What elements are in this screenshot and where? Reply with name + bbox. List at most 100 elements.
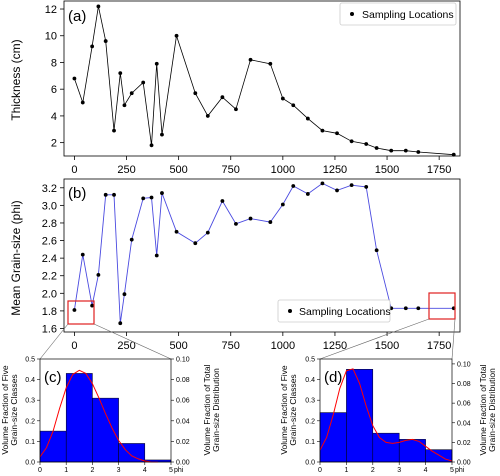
panel-a-legend-marker [350, 12, 354, 16]
data-point [280, 96, 285, 101]
data-point [193, 91, 198, 96]
data-point [141, 80, 146, 85]
x-tick-label: 0 [318, 467, 322, 474]
y-tick-label: 2.0 [42, 288, 57, 300]
panel-c-xticks: 0 1 2 3 4 5 [38, 462, 173, 474]
panel-c-ylabel-right-line1: Volume Fraction of Total [202, 364, 212, 455]
data-point [416, 306, 421, 311]
y-tick-label-right: 0.10 [457, 361, 471, 368]
data-point [205, 230, 210, 235]
y-tick-label: 0.2 [25, 418, 35, 425]
data-point [112, 192, 116, 197]
data-point [174, 229, 179, 234]
panel-b-label: (b) [68, 185, 86, 202]
panel-c-ylabel-right-line2: Grain-size Distribution [211, 368, 221, 452]
panel-d-ylabel-line1: Volume Fraction of Five [279, 365, 289, 455]
data-point [403, 306, 408, 311]
data-point [205, 114, 210, 118]
x-tick-label: 1500 [375, 340, 399, 352]
panel-b-highlight-last-sample [428, 292, 456, 320]
data-point [149, 195, 154, 200]
panel-b-frame [63, 178, 461, 333]
data-point [416, 150, 421, 154]
panel-b-grain-size: (b) Mean Grain-size (phi) 1.6 1.8 2.0 2.2 2.… [9, 178, 461, 360]
x-tick-label: 250 [117, 164, 135, 176]
panel-d-xticks: 0 1 2 3 4 5 [318, 462, 454, 474]
y-tick-label: 0.4 [305, 377, 315, 384]
data-point [291, 184, 296, 188]
data-point [234, 221, 238, 226]
panel-b-legend: Sampling Locations [277, 299, 391, 323]
panel-d-yticks-left: 0.0 0.1 0.2 0.3 0.4 0.5 [305, 357, 320, 467]
data-point [80, 100, 85, 105]
panel-d-ylabel-right-line1: Volume Fraction of Total [478, 364, 488, 455]
data-point [149, 143, 154, 148]
y-tick-label: 3.2 [42, 183, 57, 195]
y-tick-label: 0.0 [25, 460, 35, 467]
data-point [72, 308, 77, 312]
x-tick-label: 0 [38, 467, 42, 474]
y-tick-label-right: 0.04 [176, 418, 190, 425]
x-tick-label: 250 [117, 340, 135, 352]
panel-a-legend-text: Sampling Locations [362, 9, 454, 21]
x-tick-label: 2 [371, 467, 375, 474]
data-point [129, 237, 134, 242]
y-tick-label-right: 0.00 [176, 460, 190, 467]
data-point [374, 248, 379, 253]
data-point [118, 321, 123, 326]
data-point [174, 33, 179, 38]
data-point [96, 4, 101, 9]
x-tick-label: 1000 [271, 164, 295, 176]
panel-c-yticks-right: 0.00 0.02 0.04 0.06 0.08 0.10 [171, 357, 190, 467]
data-point [349, 139, 354, 144]
data-point [305, 116, 310, 121]
data-point [160, 191, 164, 195]
x-tick-label: 5 [169, 467, 173, 474]
data-point [403, 148, 408, 153]
panel-c-histogram: (c) 0.00.10.20.30.40.5 0.000.020.040.060… [0, 357, 221, 475]
panel-c-bars [39, 373, 172, 463]
data-point [280, 202, 285, 207]
x-tick-label: 4 [143, 467, 147, 474]
connector-c-left [39, 323, 69, 360]
data-point [320, 181, 325, 186]
data-point [90, 303, 95, 308]
panel-d-histogram: (d) 0.00.10.20.30.40.5 0.000.020.040.060… [279, 357, 497, 475]
y-tick-label: 2.8 [42, 218, 57, 230]
data-point [364, 142, 369, 146]
y-tick-label: 0.5 [305, 357, 315, 364]
y-tick-label: 0.2 [305, 418, 315, 425]
y-tick-label: 0.4 [25, 377, 35, 384]
panel-d-xlabel: phi [455, 467, 465, 474]
x-tick-label: 500 [169, 340, 187, 352]
data-point [335, 131, 339, 136]
panel-a-yticks: 2 4 6 8 10 12 [45, 4, 64, 150]
data-point [268, 220, 273, 224]
x-tick-label: 1000 [271, 340, 295, 352]
x-tick-label: 1250 [323, 164, 347, 176]
connector-d-left [319, 318, 430, 360]
data-point [118, 71, 123, 76]
data-point [103, 39, 108, 43]
data-point [364, 185, 369, 189]
data-point [80, 252, 85, 257]
histogram-bar [92, 397, 119, 463]
x-tick-label: 1 [344, 467, 348, 474]
histogram-bar [372, 432, 400, 463]
x-tick-label: 750 [222, 164, 240, 176]
y-tick-label: 8 [51, 57, 57, 69]
y-tick-label: 0.5 [25, 357, 35, 364]
data-point [320, 128, 325, 133]
connector-c-right [93, 323, 172, 360]
data-point [220, 199, 225, 203]
panel-d-label: (d) [324, 369, 342, 386]
panel-d-yticks-right: 0.00 0.02 0.04 0.06 0.08 0.10 [452, 361, 471, 467]
panel-d-frame [319, 358, 453, 463]
data-point [96, 272, 101, 277]
y-tick-label-right: 0.00 [457, 460, 471, 467]
y-tick-label: 4 [51, 111, 57, 123]
y-tick-label-right: 0.04 [457, 420, 471, 427]
histogram-bar [39, 430, 67, 463]
data-point [374, 146, 379, 150]
